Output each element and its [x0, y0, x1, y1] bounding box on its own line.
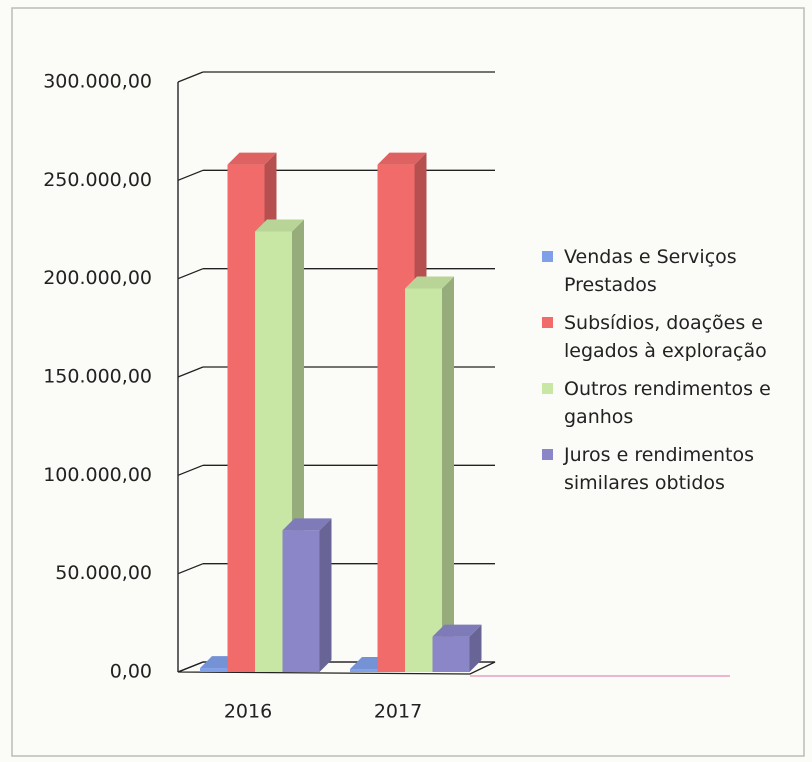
bar [282, 530, 320, 672]
legend-swatch [542, 317, 553, 328]
legend-entry: Juros e rendimentos similares obtidos [542, 441, 802, 497]
legend-entry: Subsídios, doações e legados à exploraçã… [542, 309, 802, 365]
y-tick-label: 50.000,00 [55, 562, 152, 584]
x-tick-label: 2017 [374, 701, 422, 723]
bar [350, 669, 387, 672]
grid-seg [177, 464, 204, 476]
bar [432, 636, 470, 672]
x-tick-label: 2016 [224, 701, 272, 723]
bar-top [282, 518, 332, 531]
bar-top [405, 276, 454, 289]
bar-top [227, 152, 277, 165]
legend-entry: Vendas e Serviços Prestados [542, 243, 802, 299]
grid-seg [177, 563, 204, 575]
bar-side [469, 624, 482, 672]
grid-seg [177, 71, 204, 83]
y-tick-label: 150.000,00 [43, 366, 152, 388]
y-tick-label: 300.000,00 [43, 71, 152, 93]
y-tick-label: 200.000,00 [43, 267, 152, 289]
bar-side [319, 518, 332, 672]
legend-label: Outros rendimentos e ganhos [564, 378, 771, 428]
legend-label: Subsídios, doações e legados à exploraçã… [564, 312, 767, 362]
legend: Vendas e Serviços Prestados Subsídios, do… [542, 243, 802, 507]
floor [177, 661, 496, 675]
bar [405, 288, 442, 672]
grid-line [177, 71, 495, 83]
legend-label: Juros e rendimentos similares obtidos [564, 444, 755, 494]
y-tick-label: 100.000,00 [43, 464, 152, 486]
legend-entry: Outros rendimentos e ganhos [542, 375, 802, 431]
grid-line [177, 169, 495, 181]
grid-seg [177, 268, 204, 280]
grid-seg [177, 366, 204, 378]
legend-swatch [542, 449, 553, 460]
legend-label: Vendas e Serviços Prestados [564, 246, 737, 296]
y-tick-label: 250.000,00 [43, 169, 152, 191]
bar-side [442, 276, 454, 672]
bar-top [255, 219, 304, 232]
legend-swatch [542, 383, 553, 394]
bar-top [377, 152, 427, 165]
bar-top [432, 624, 482, 637]
grid-seg [177, 169, 204, 181]
bar [200, 668, 237, 672]
legend-swatch [542, 251, 553, 262]
y-tick-label: 0,00 [110, 661, 152, 683]
frame [11, 7, 805, 757]
